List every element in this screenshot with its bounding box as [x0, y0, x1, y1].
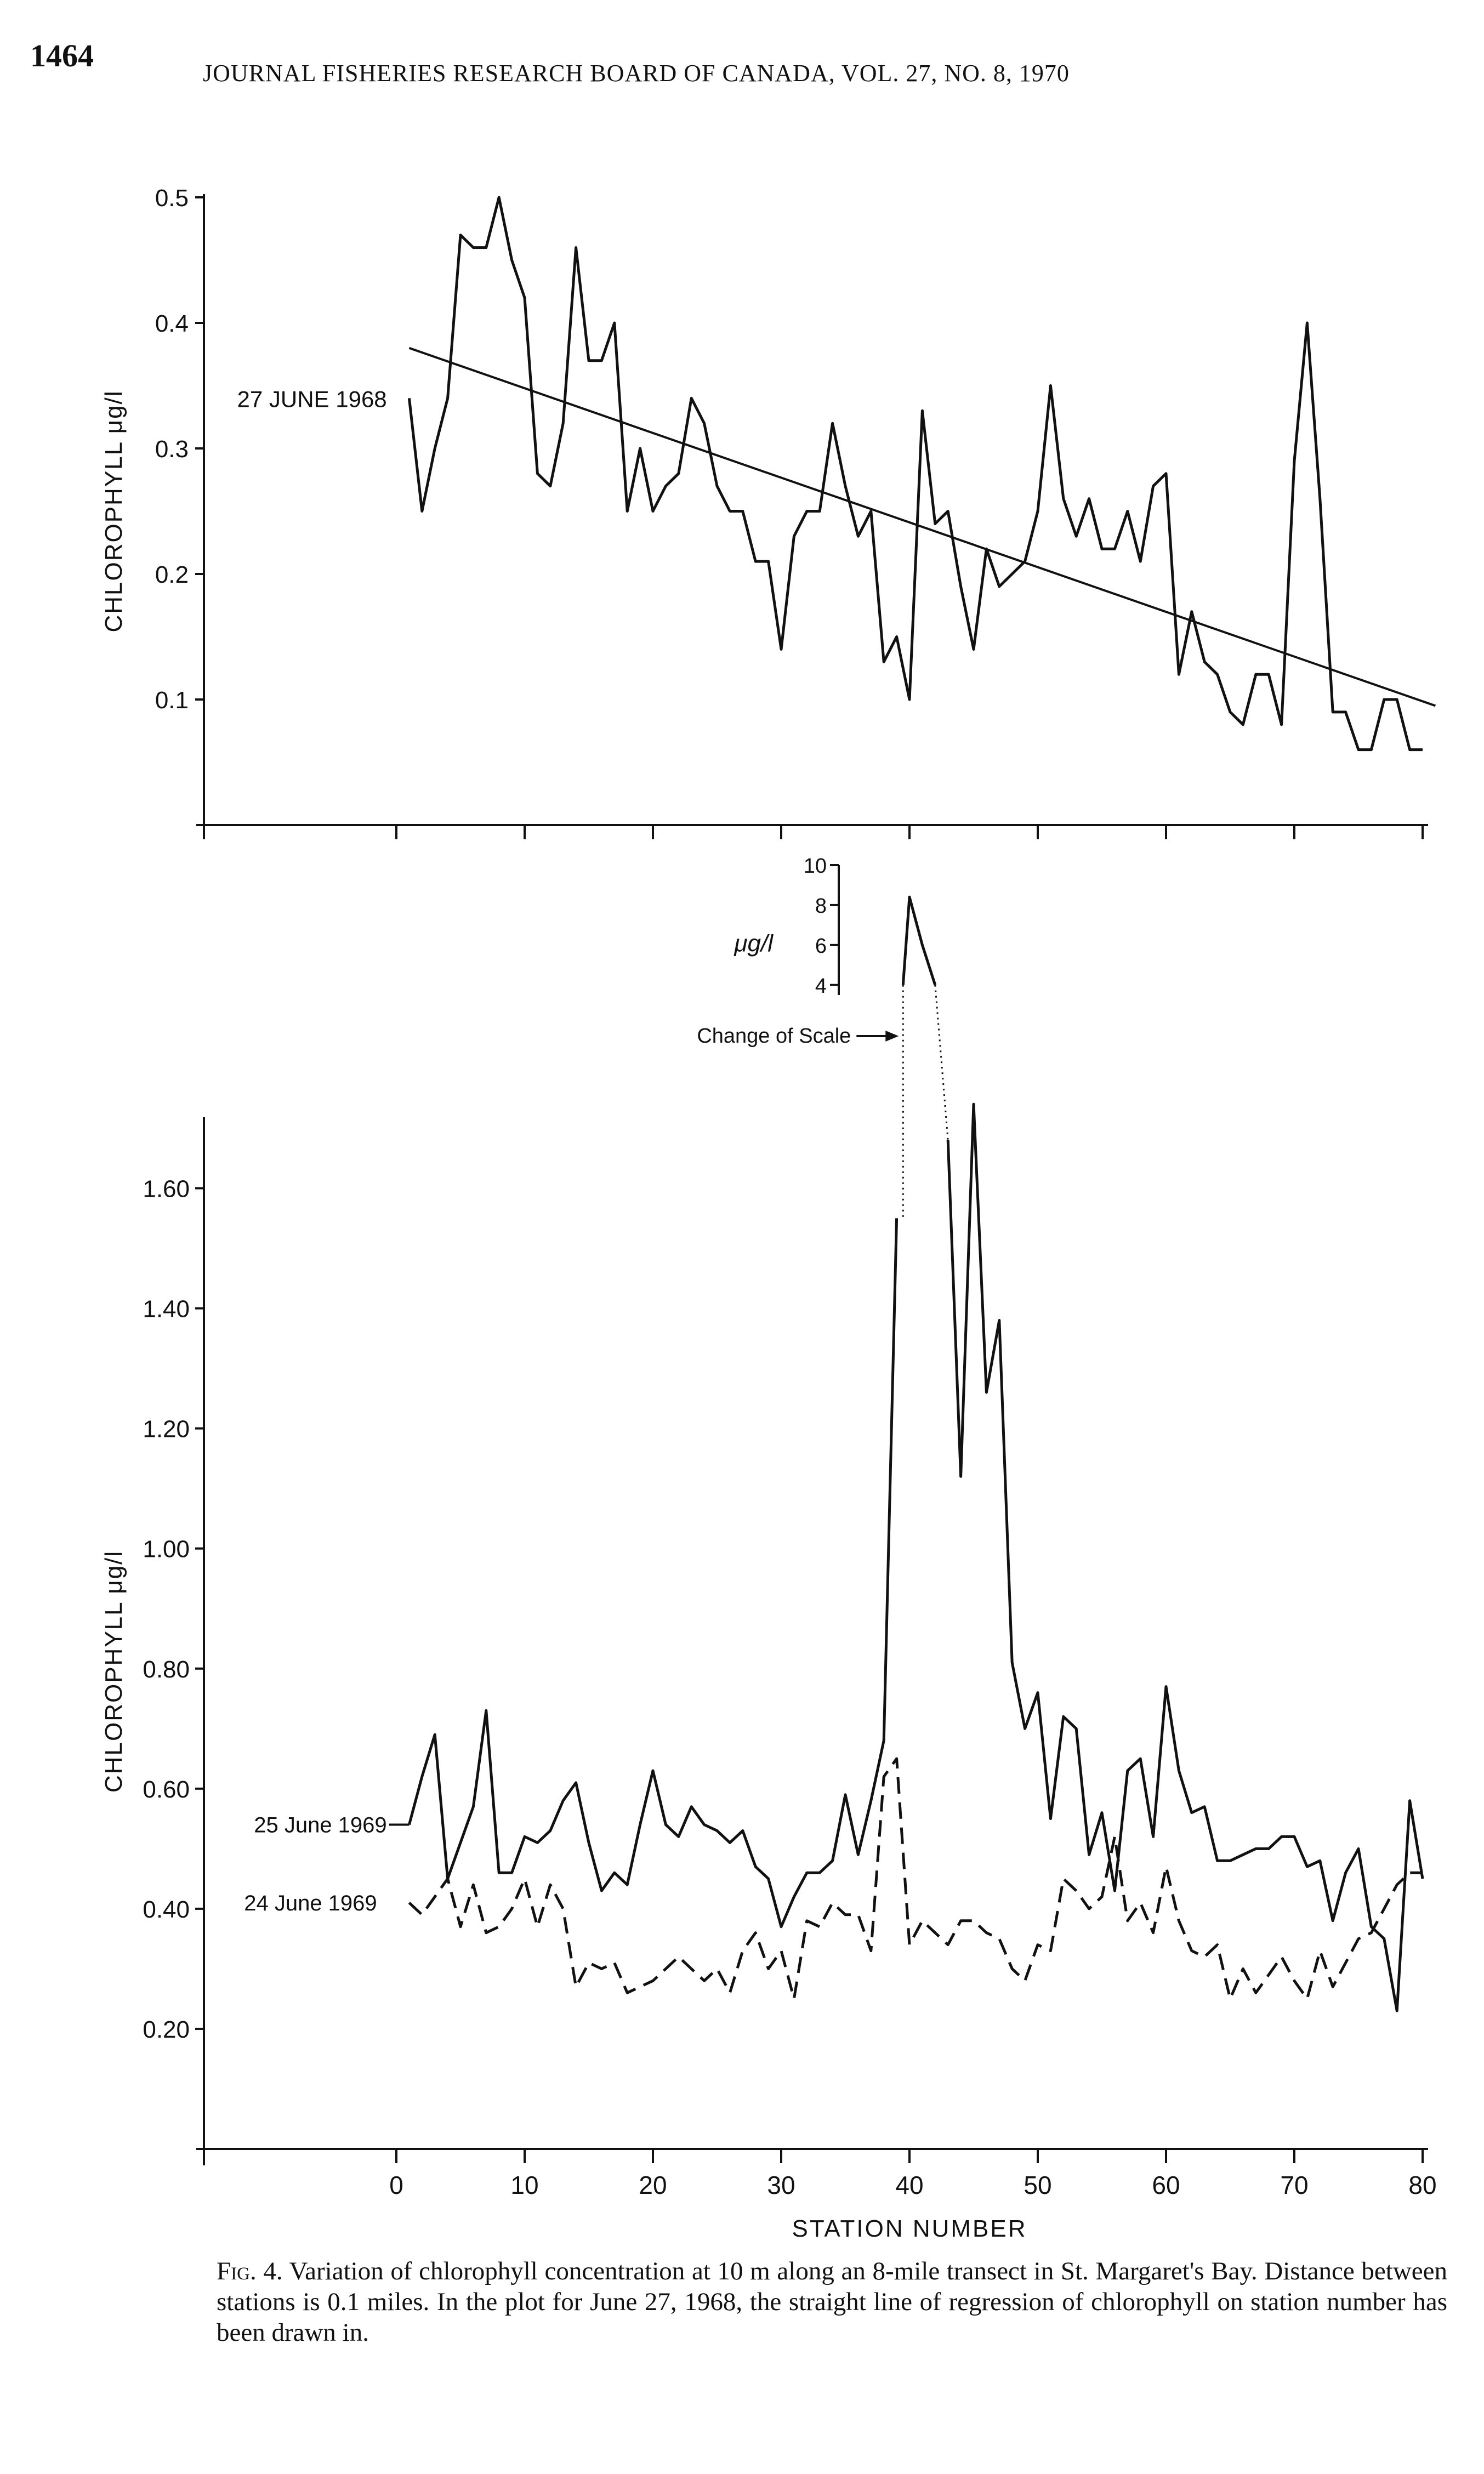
arrow-head-icon	[885, 1031, 899, 1042]
inset-unit-label: μg/l	[734, 930, 774, 957]
y-tick-label: 1.60	[143, 1176, 190, 1203]
scale-break-connector	[934, 985, 949, 1141]
y-tick-label: 0.5	[155, 185, 189, 212]
series-label-27-june-1968: 27 JUNE 1968	[237, 386, 387, 412]
series-line-25-june-1969	[946, 1102, 1424, 2012]
x-tick-label: 40	[895, 2171, 923, 2199]
series-line-27-june-1968	[407, 196, 1423, 752]
x-tick-label: 20	[639, 2171, 667, 2199]
regression-line	[408, 346, 1436, 707]
figure-label: Fig. 4.	[217, 2257, 283, 2285]
y-tick-label: 0.20	[143, 2016, 190, 2043]
y-tick-label: 0.60	[143, 1776, 190, 1803]
chart-1969: 0 10 20 30 40 50 60 70 80 STATION NUMBER 0.20 0.40 0…	[100, 855, 1437, 2242]
series-line-24-june-1969	[408, 1757, 1423, 2000]
inset-series-line	[901, 895, 937, 986]
x-tick-label: 10	[510, 2171, 538, 2199]
series-label-24-june-1969: 24 June 1969	[244, 1891, 377, 1915]
y-tick-label: 1.20	[143, 1416, 190, 1443]
y-tick-label: 0.4	[155, 310, 189, 337]
journal-header: JOURNAL FISHERIES RESEARCH BOARD OF CANA…	[203, 60, 1070, 87]
page-number: 1464	[30, 38, 94, 73]
series-label-25-june-1969: 25 June 1969	[254, 1813, 386, 1838]
y-tick-label: 0.2	[155, 561, 189, 588]
x-tick-label: 80	[1408, 2171, 1436, 2199]
x-tick-label: 0	[389, 2171, 403, 2199]
y-tick-label: 0.40	[143, 1896, 190, 1923]
caption-text: Variation of chlorophyll concentration a…	[217, 2257, 1447, 2347]
chart-1968: 0.1 0.2 0.3 0.4 0.5 CHLOROPHYLL μg/l 27 JUNE 1…	[100, 185, 1436, 839]
y-tick-label: 1.40	[143, 1296, 190, 1323]
x-tick-label: 70	[1280, 2171, 1308, 2199]
x-axis-label: STATION NUMBER	[792, 2215, 1027, 2242]
inset-tick-label: 6	[815, 935, 827, 958]
x-tick-label: 50	[1024, 2171, 1051, 2199]
change-of-scale-label: Change of Scale	[697, 1025, 851, 1048]
y-axis-label: CHLOROPHYLL μg/l	[100, 390, 127, 632]
x-tick-label: 30	[767, 2171, 795, 2199]
x-tick-label: 60	[1152, 2171, 1180, 2199]
y-axis-label: CHLOROPHYLL μg/l	[100, 1550, 127, 1793]
y-tick-label: 0.1	[155, 687, 189, 714]
series-line-25-june-1969	[407, 1218, 899, 1929]
inset-tick-label: 8	[815, 895, 827, 918]
inset-tick-label: 4	[815, 975, 827, 998]
y-tick-label: 0.80	[143, 1656, 190, 1683]
inset-tick-label: 10	[804, 855, 827, 878]
y-tick-label: 0.3	[155, 436, 189, 463]
y-tick-label: 1.00	[143, 1536, 190, 1563]
figure-caption: Fig. 4. Variation of chlorophyll concent…	[217, 2256, 1447, 2348]
